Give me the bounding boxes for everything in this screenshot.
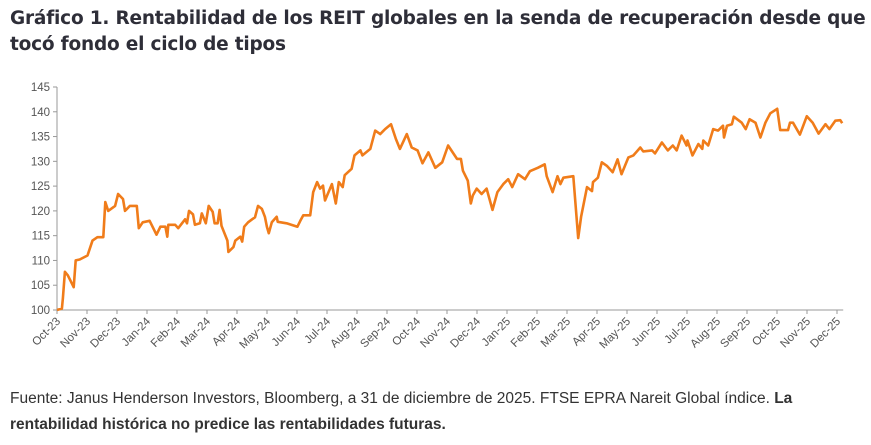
x-tick-label: Jan-24 [120,315,154,349]
y-tick-label: 125 [31,181,50,193]
x-tick-label: Jun-25 [630,316,663,349]
y-tick-label: 100 [31,305,50,317]
chart-title: Gráfico 1. Rentabilidad de los REIT glob… [10,8,866,55]
y-tick-label: 140 [31,107,50,119]
x-tick-label: Mar-25 [539,316,573,350]
x-axis: Oct-23Nov-23Dec-23Jan-24Feb-24Mar-24Apr-… [30,309,844,352]
x-tick-label: Nov-23 [58,316,93,351]
x-tick-label: Nov-24 [418,315,453,350]
series-line [56,107,844,312]
y-axis: 100 105 110 115 120 125 130 135 140 145 [31,82,58,317]
x-tick-label: Feb-25 [509,316,543,350]
source-note: Fuente: Janus Henderson Investors, Bloom… [10,386,860,438]
x-tick-label: Jan-25 [480,316,513,349]
x-tick-label: May-25 [598,316,634,352]
disclaimer-text: La rentabilidad histórica no predice las… [10,390,793,433]
x-tick-label: Dec-23 [88,316,123,351]
x-tick-label: Oct-25 [750,316,783,349]
x-tick-label: Dec-24 [448,315,483,350]
source-text: Fuente: Janus Henderson Investors, Bloom… [10,390,775,407]
y-tick-label: 105 [31,280,50,292]
x-tick-label: Aug-24 [328,315,363,350]
x-tick-label: Sep-24 [358,315,393,350]
y-tick-label: 110 [32,255,50,267]
x-tick-label: Nov-25 [778,316,813,351]
x-tick-label: Sep-25 [718,316,753,351]
x-tick-label: May-24 [238,315,274,351]
x-tick-label: Dec-25 [808,316,843,351]
y-tick-label: 120 [31,206,50,218]
x-tick-label: Feb-24 [149,315,184,350]
x-tick-label: Aug-25 [688,316,723,351]
x-tick-label: Jun-24 [270,315,304,349]
y-tick-label: 145 [31,82,50,94]
y-tick-label: 115 [32,231,50,243]
y-tick-label: 130 [31,156,50,168]
x-tick-label: Oct-23 [30,316,63,349]
x-tick-label: Mar-24 [179,315,214,350]
x-tick-label: Oct-24 [390,315,423,348]
y-tick-label: 135 [31,132,50,144]
